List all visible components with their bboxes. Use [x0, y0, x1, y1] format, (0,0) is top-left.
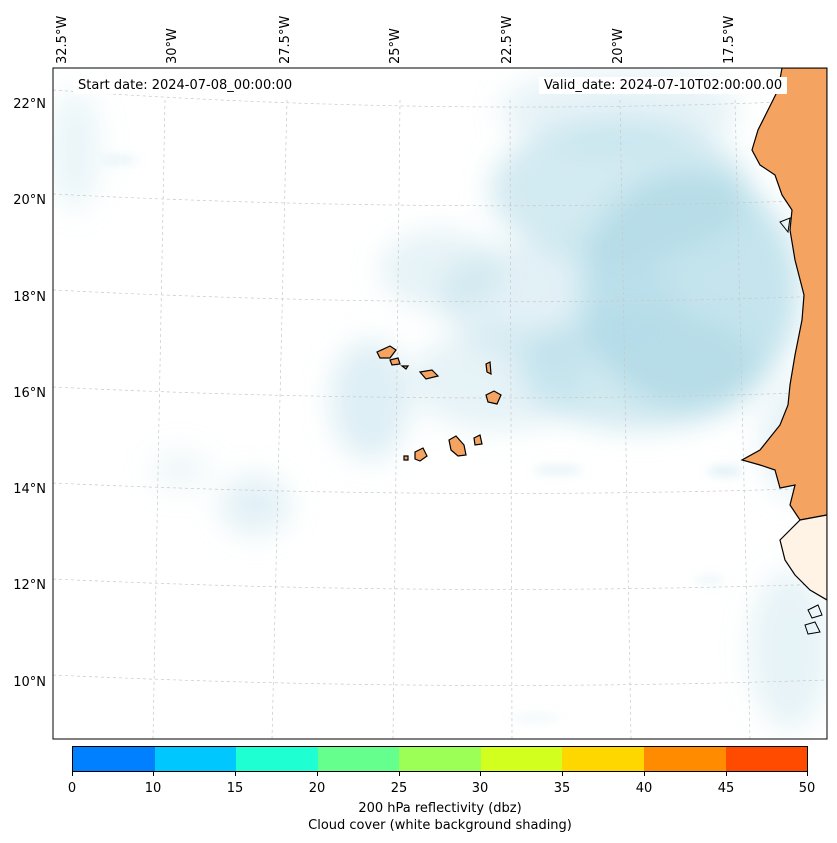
lat-label: 18°N [13, 290, 46, 305]
lon-label: 30°W [165, 28, 180, 64]
colorbar-tick-label: 25 [390, 781, 408, 796]
lat-label: 20°N [13, 193, 46, 208]
lon-label: 17.5°W [722, 15, 737, 64]
colorbar-segment [643, 747, 726, 771]
colorbar-tick-label: 30 [471, 781, 489, 796]
colorbar-title: 200 hPa reflectivity (dbz) [358, 801, 522, 816]
colorbar [72, 746, 808, 772]
lon-label: 22.5°W [500, 15, 515, 64]
valid-date-label: Valid_date: 2024-07-10T02:00:00.00 [539, 77, 788, 94]
colorbar-segment [562, 747, 644, 771]
colorbar-segment [317, 747, 400, 771]
colorbar-segment [154, 747, 237, 771]
colorbar-segment [725, 747, 808, 771]
colorbar-segment [399, 747, 481, 771]
start-date-label: Start date: 2024-07-08_00:00:00 [73, 77, 298, 94]
colorbar-tick-label: 45 [717, 781, 735, 796]
colorbar-segment [73, 747, 155, 771]
colorbar-tick-label: 10 [144, 781, 162, 796]
colorbar-tick-label: 40 [635, 781, 653, 796]
lat-label: 16°N [13, 386, 46, 401]
lon-label: 25°W [388, 28, 403, 64]
lat-label: 14°N [13, 482, 46, 497]
graticule [53, 89, 827, 739]
colorbar-segment [480, 747, 563, 771]
colorbar-tick-label: 50 [798, 781, 816, 796]
colorbar-tick-label: 35 [553, 781, 571, 796]
colorbar-subtitle: Cloud cover (white background shading) [308, 818, 572, 833]
africa-coast [740, 68, 827, 521]
colorbar-segment [236, 747, 318, 771]
lat-label: 22°N [13, 97, 46, 112]
lon-label: 32.5°W [55, 15, 70, 64]
lon-label: 20°W [611, 28, 626, 64]
colorbar-tick-label: 20 [308, 781, 326, 796]
colorbar-tick-label: 0 [67, 781, 77, 796]
lat-label: 10°N [13, 675, 46, 690]
cape-verde-islands [376, 345, 502, 462]
lat-label: 12°N [13, 578, 46, 593]
colorbar-tick-label: 15 [226, 781, 244, 796]
lon-label: 27.5°W [278, 15, 293, 64]
